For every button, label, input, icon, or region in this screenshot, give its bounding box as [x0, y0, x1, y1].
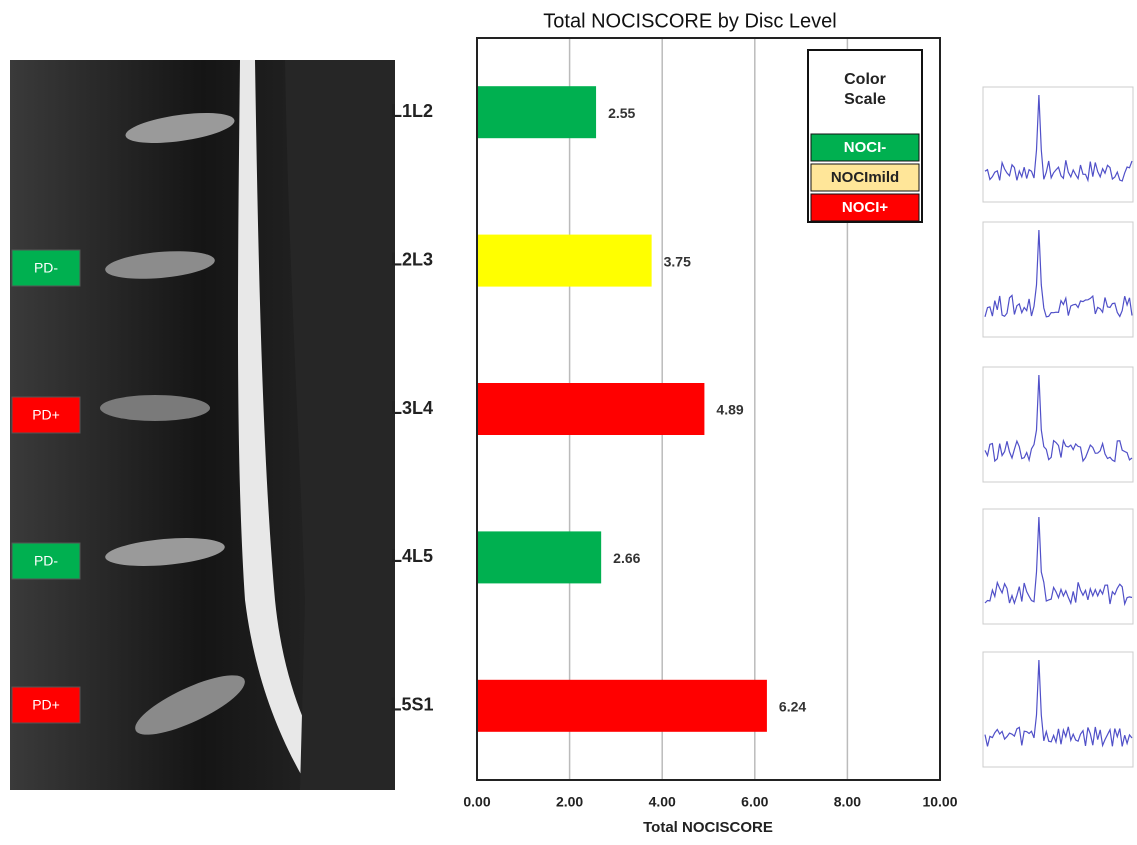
- value-label: 3.75: [664, 253, 691, 269]
- legend-label: NOCImild: [831, 169, 899, 186]
- spectra: [983, 87, 1133, 767]
- value-label: 4.89: [716, 402, 743, 418]
- category-label: L3L4: [391, 398, 433, 418]
- bar: [478, 680, 767, 732]
- pd-label: PD-: [34, 260, 58, 276]
- legend-label: NOCI-: [844, 139, 887, 156]
- category-label: L4L5: [391, 546, 433, 566]
- pd-label: PD-: [34, 553, 58, 569]
- x-tick-label: 0.00: [463, 794, 490, 810]
- x-tick-label: 8.00: [834, 794, 861, 810]
- category-label: L2L3: [391, 249, 433, 269]
- bar: [478, 86, 596, 138]
- category-label: L5S1: [390, 695, 433, 715]
- x-tick-label: 10.00: [922, 794, 957, 810]
- pd-label: PD+: [32, 697, 60, 713]
- spectrum-frame: [983, 222, 1133, 337]
- spectrum-frame: [983, 367, 1133, 482]
- legend-label: NOCI+: [842, 199, 889, 216]
- bar: [478, 531, 601, 583]
- chart-title: Total NOCISCORE by Disc Level: [543, 10, 836, 32]
- disc: [100, 395, 210, 421]
- spectrum-frame: [983, 509, 1133, 624]
- x-tick-label: 2.00: [556, 794, 583, 810]
- value-label: 2.55: [608, 105, 635, 121]
- spectrum-frame: [983, 652, 1133, 767]
- bar: [478, 383, 704, 435]
- value-label: 2.66: [613, 550, 640, 566]
- bar: [478, 235, 652, 287]
- x-axis-label: Total NOCISCORE: [643, 819, 773, 836]
- pd-label: PD+: [32, 407, 60, 423]
- x-tick-label: 4.00: [649, 794, 676, 810]
- x-tick-label: 6.00: [741, 794, 768, 810]
- category-label: L1L2: [391, 101, 433, 121]
- value-label: 6.24: [779, 699, 806, 715]
- spectrum-frame: [983, 87, 1133, 202]
- figure: PD- PD+ PD- PD+ Total NOCISCORE by Disc Lev…: [0, 0, 1137, 840]
- plot: 0.00 2.00 4.00 6.00 8.00 10.00 2.55 L1L2 3.75 L2L…: [390, 38, 957, 810]
